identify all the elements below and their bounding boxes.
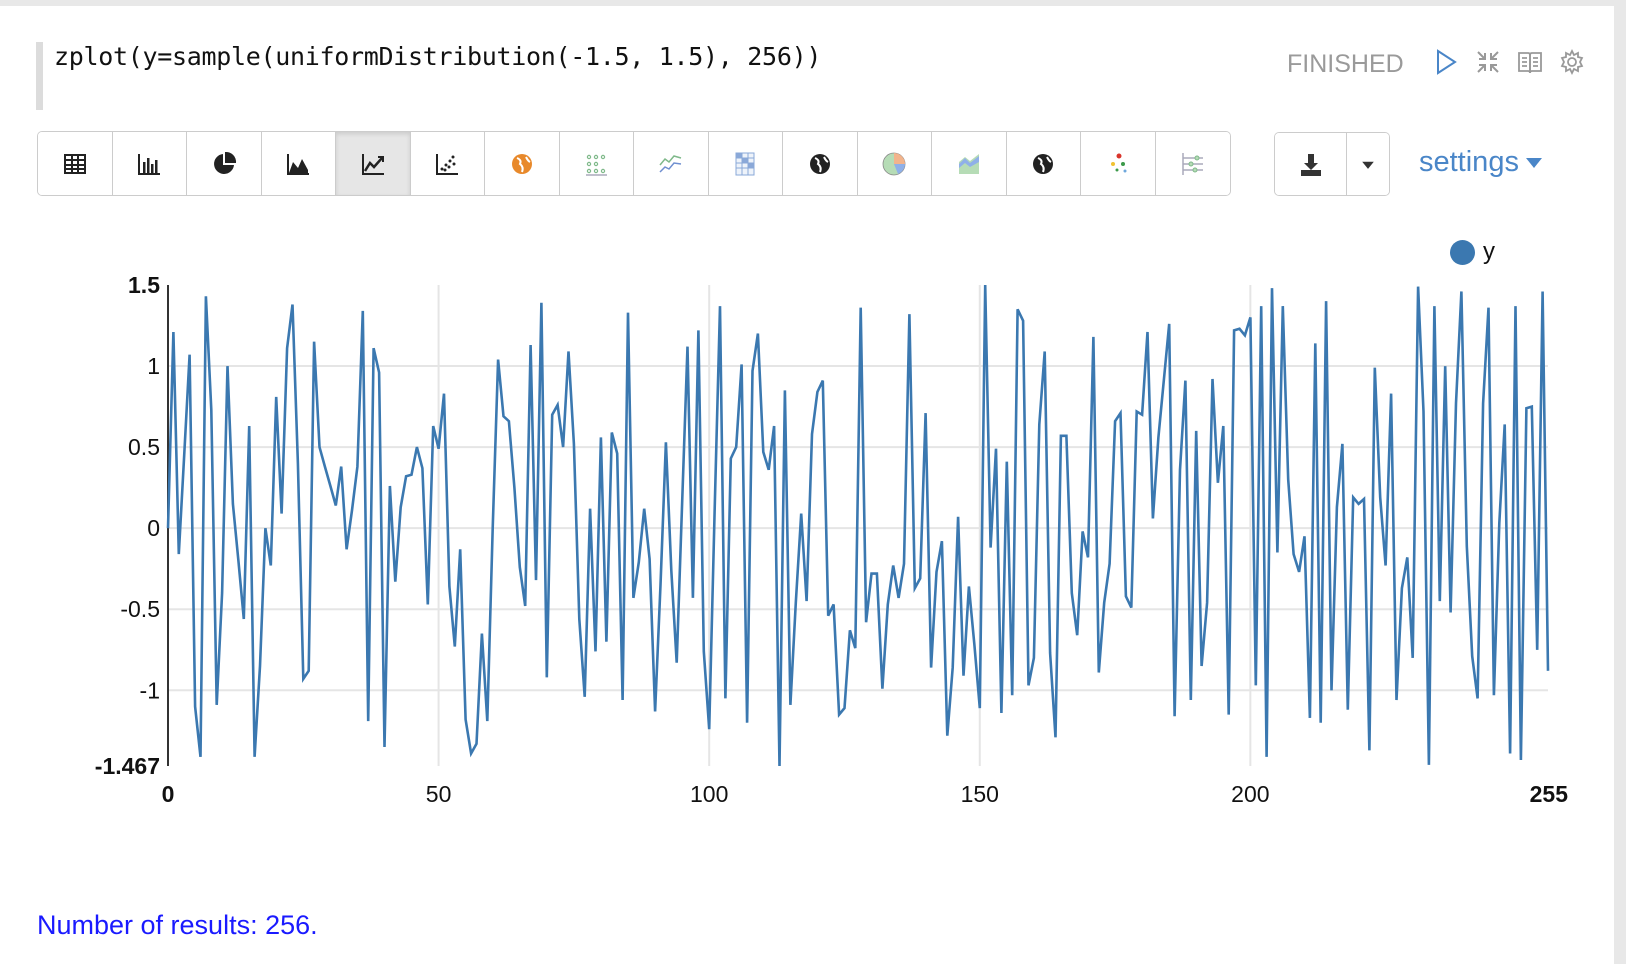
x-tick-label: 100 bbox=[690, 781, 728, 807]
settings-dropdown[interactable]: settings bbox=[1419, 146, 1543, 179]
chart-type-button-line-chart[interactable] bbox=[336, 132, 411, 195]
chart-type-button-stacked-area[interactable] bbox=[932, 132, 1007, 195]
pie-color-icon bbox=[882, 152, 906, 175]
caret-down-icon bbox=[1362, 161, 1374, 169]
collapse-icon[interactable] bbox=[1474, 48, 1502, 76]
y-tick-label: 0.5 bbox=[128, 434, 160, 460]
chart-type-button-table[interactable] bbox=[38, 132, 113, 195]
chart-type-button-pie-color[interactable] bbox=[857, 132, 932, 195]
y-tick-label: -1.467 bbox=[95, 753, 160, 779]
chart-legend[interactable]: y bbox=[1450, 238, 1495, 266]
dot-grid-icon bbox=[586, 154, 608, 176]
book-icon[interactable] bbox=[1516, 48, 1544, 76]
download-icon bbox=[1300, 153, 1321, 176]
chart-type-button-area-chart[interactable] bbox=[261, 132, 336, 195]
x-tick-label: 50 bbox=[426, 781, 452, 807]
gear-icon[interactable] bbox=[1558, 48, 1586, 76]
chart-type-button-bar-chart[interactable] bbox=[112, 132, 187, 195]
y-tick-label: -0.5 bbox=[120, 596, 160, 622]
results-count: Number of results: 256. bbox=[37, 910, 318, 940]
chart-type-button-globe[interactable] bbox=[783, 132, 858, 195]
x-tick-label: 200 bbox=[1231, 781, 1269, 807]
play-icon[interactable] bbox=[1432, 48, 1460, 76]
bubble-icon bbox=[1110, 153, 1127, 172]
download-group bbox=[1274, 132, 1390, 196]
pie-chart-icon bbox=[213, 151, 236, 174]
legend-marker bbox=[1450, 239, 1475, 265]
chart-type-button-dot-grid[interactable] bbox=[559, 132, 634, 195]
y-tick-label: 0 bbox=[147, 515, 160, 541]
table-icon bbox=[63, 153, 86, 174]
status-label: FINISHED bbox=[1287, 50, 1404, 78]
caret-down-icon bbox=[1525, 157, 1542, 168]
y-tick-label: 1 bbox=[147, 353, 160, 379]
chart-type-button-bubble[interactable] bbox=[1081, 132, 1156, 195]
y-tick-label: 1.5 bbox=[128, 272, 160, 298]
area-chart-icon bbox=[287, 153, 310, 175]
legend-label: y bbox=[1483, 238, 1495, 265]
chart-type-button-heatmap[interactable] bbox=[708, 132, 783, 195]
code-editor-gutter bbox=[36, 42, 43, 110]
chart-type-button-globe-orange[interactable] bbox=[485, 132, 560, 195]
chart-type-button-multi-line[interactable] bbox=[634, 132, 709, 195]
chart-type-button-slider[interactable] bbox=[1155, 132, 1230, 195]
scatter-chart-icon bbox=[436, 153, 459, 175]
chart-type-button-globe[interactable] bbox=[1006, 132, 1081, 195]
bar-chart-icon bbox=[138, 153, 161, 175]
code-editor[interactable]: zplot(y=sample(uniformDistribution(-1.5,… bbox=[54, 42, 822, 71]
stacked-area-icon bbox=[958, 153, 979, 174]
download-dropdown-button[interactable] bbox=[1347, 133, 1389, 195]
chart-type-button-scatter-chart[interactable] bbox=[410, 132, 485, 195]
globe-icon bbox=[1033, 153, 1054, 174]
series-line-y bbox=[166, 284, 1550, 767]
y-tick-label: -1 bbox=[140, 677, 160, 703]
settings-label: settings bbox=[1419, 146, 1519, 178]
x-tick-label: 0 bbox=[162, 781, 175, 807]
line-chart-icon bbox=[361, 153, 384, 175]
x-tick-label: 255 bbox=[1530, 781, 1569, 807]
visualization-toolbar bbox=[37, 131, 1231, 196]
chart-type-button-pie-chart[interactable] bbox=[187, 132, 262, 195]
slider-icon bbox=[1182, 152, 1203, 175]
globe-icon bbox=[809, 153, 830, 174]
globe-orange-icon bbox=[511, 153, 532, 174]
heatmap-icon bbox=[735, 152, 755, 175]
multi-line-icon bbox=[659, 154, 681, 173]
download-button[interactable] bbox=[1275, 133, 1347, 195]
x-tick-label: 150 bbox=[961, 781, 999, 807]
